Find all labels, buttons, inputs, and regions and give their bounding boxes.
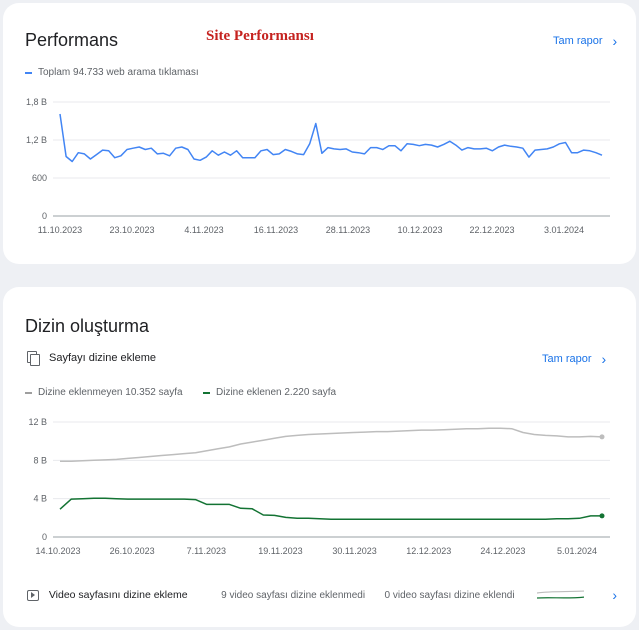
video-not-indexed-count: 9 video sayfası dizine eklenmedi [221,589,366,601]
chevron-right-icon: › [612,33,618,49]
index-y-tick-label: 12 B [28,417,47,427]
perf-x-tick-label: 23.10.2023 [109,225,154,235]
index-x-tick-label: 14.10.2023 [35,546,80,556]
index-series-line-0 [60,427,603,463]
perf-x-tick-label: 28.11.2023 [326,225,370,235]
page-indexing-label: Sayfayı dizine ekleme [49,351,156,364]
full-report-label: Tam rapor [542,353,592,365]
perf-y-tick-label: 600 [32,173,47,183]
video-play-icon [27,589,39,601]
perf-x-tick-label: 16.11.2023 [254,225,298,235]
index-x-tick-label: 5.01.2024 [557,546,597,556]
legend-swatch-clicks [25,71,32,74]
perf-x-tick-label: 11.10.2023 [38,225,82,235]
index-x-tick-label: 19.11.2023 [258,546,302,556]
perf-y-tick-label: 1,8 B [26,97,47,107]
index-series-end-point-0 [599,434,605,440]
index-x-tick-label: 26.10.2023 [110,546,155,556]
page-indexing-row: Sayfayı dizine ekleme [27,351,156,366]
performance-chart: 0 600 1,2 B 1,8 B 11.10.2023 23.10.2023 4.11.2… [26,97,610,235]
indexing-title: Dizin oluşturma [25,316,150,336]
site-performance-overlay-title: Site Performansı [206,28,314,44]
index-y-tick-label: 0 [42,532,47,542]
perf-series-line-0 [59,113,603,163]
index-x-tick-label: 7.11.2023 [187,546,226,556]
video-indexed-count: 0 video sayfası dizine eklendi [384,589,515,601]
index-x-tick-label: 12.12.2023 [406,546,451,556]
index-y-tick-label: 4 B [33,494,47,504]
video-indexing-row[interactable]: Video sayfasını dizine ekleme 9 video sa… [27,587,617,603]
legend-label-indexed: Dizine eklenen 2.220 sayfa [216,387,337,398]
performance-legend[interactable]: Toplam 94.733 web arama tıklaması [25,67,199,78]
video-sparkline [537,590,585,599]
legend-not-indexed[interactable]: Dizine eklenmeyen 10.352 sayfa [25,387,183,398]
video-sparkline-indexed [537,596,585,599]
perf-y-tick-label: 0 [42,211,47,221]
index-x-tick-label: 30.11.2023 [332,546,376,556]
indexing-card: Dizin oluşturma Sayfayı dizine ekleme Ta… [3,287,636,627]
performance-full-report-link[interactable]: Tam rapor › [553,34,617,48]
indexing-chart: 0 4 B 8 B 12 B 14.10.2023 26.10.2023 7.11.2023… [28,417,610,556]
legend-label-clicks: Toplam 94.733 web arama tıklaması [38,67,199,78]
legend-indexed[interactable]: Dizine eklenen 2.220 sayfa [203,387,336,398]
video-sparkline-not-indexed [537,590,585,594]
perf-x-tick-label: 10.12.2023 [397,225,442,235]
chevron-right-icon[interactable]: › [612,587,618,603]
indexing-full-report-link[interactable]: Tam rapor › [542,352,606,366]
legend-label-not-indexed: Dizine eklenmeyen 10.352 sayfa [38,387,183,398]
index-series-line-1 [59,497,602,521]
perf-x-tick-label: 3.01.2024 [544,225,584,235]
index-series-end-point-1 [599,513,605,519]
copy-pages-icon [27,351,40,366]
chevron-right-icon: › [601,351,607,367]
perf-x-tick-label: 22.12.2023 [469,225,514,235]
perf-x-tick-label: 4.11.2023 [184,225,223,235]
index-x-tick-label: 24.12.2023 [480,546,525,556]
legend-swatch-indexed [203,391,210,394]
video-indexing-label: Video sayfasını dizine ekleme [48,589,188,601]
index-y-tick-label: 8 B [33,455,47,465]
legend-swatch-not-indexed [25,391,32,394]
performance-card: Performans Site Performansı Tam rapor › … [3,3,636,264]
performance-title: Performans [25,30,119,50]
perf-y-tick-label: 1,2 B [26,135,47,145]
full-report-label: Tam rapor [553,35,603,47]
